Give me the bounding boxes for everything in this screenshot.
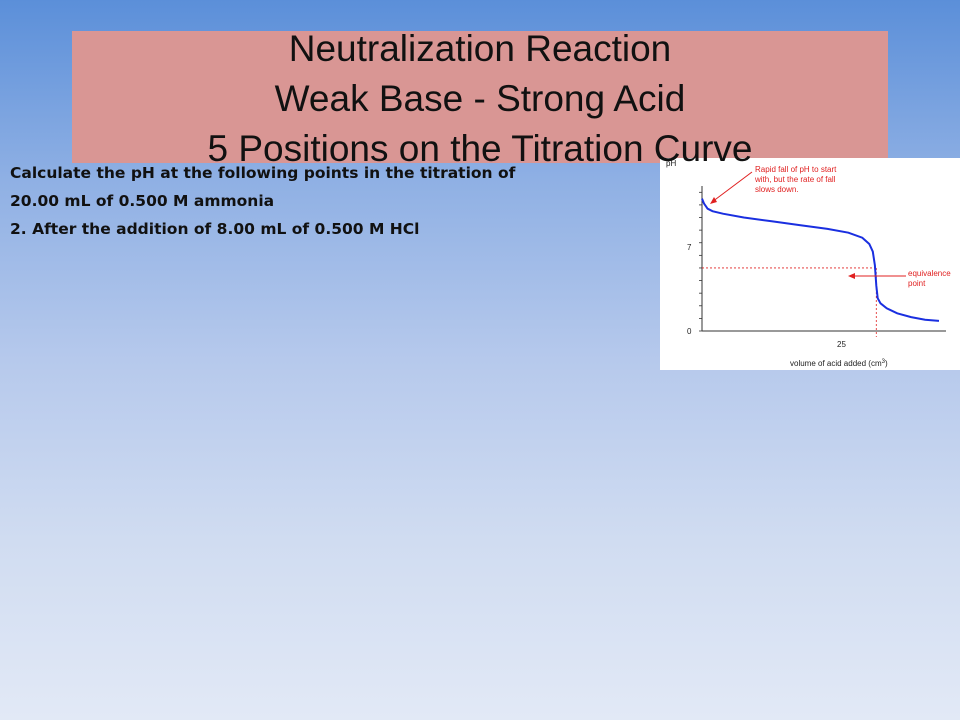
titration-curve <box>701 198 940 322</box>
annotation-arrowhead-rapid-fall <box>710 197 717 204</box>
body-line-1: Calculate the pH at the following points… <box>10 164 516 182</box>
title-line-1: Neutralization Reaction <box>288 28 672 69</box>
x-axis-label: volume of acid added (cm3) <box>790 359 888 368</box>
annotation-rapid-fall-line-3: slows down. <box>755 185 799 194</box>
y-tick-label-0: 0 <box>687 327 692 336</box>
y-axis-label: pH <box>666 159 676 168</box>
y-tick-label-7: 7 <box>687 243 692 252</box>
annotation-arrowhead-equivalence <box>848 273 855 279</box>
annotation-arrow-rapid-fall <box>711 171 753 203</box>
y-tick-marks <box>699 191 702 332</box>
titration-chart-svg: pH 7 0 25 volume of acid added (cm3) Rap… <box>666 159 951 368</box>
x-tick-label-25: 25 <box>837 340 846 349</box>
body-line-2: 20.00 mL of 0.500 M ammonia <box>10 192 275 210</box>
slide-body: Calculate the pH at the following points… <box>10 159 610 243</box>
annotation-equivalence-line-2: point <box>908 279 926 288</box>
titration-chart: pH 7 0 25 volume of acid added (cm3) Rap… <box>660 158 960 370</box>
annotation-rapid-fall-line-1: Rapid fall of pH to start <box>755 165 837 174</box>
slide-title: Neutralization Reaction Weak Base - Stro… <box>72 24 888 174</box>
annotation-rapid-fall-line-2: with, but the rate of fall <box>754 175 836 184</box>
title-line-2: Weak Base - Strong Acid <box>274 78 686 119</box>
title-background <box>72 31 888 163</box>
title-line-3: 5 Positions on the Titration Curve <box>207 128 753 169</box>
annotation-equivalence-line-1: equivalence <box>908 269 951 278</box>
body-line-3: 2. After the addition of 8.00 mL of 0.50… <box>10 220 420 238</box>
